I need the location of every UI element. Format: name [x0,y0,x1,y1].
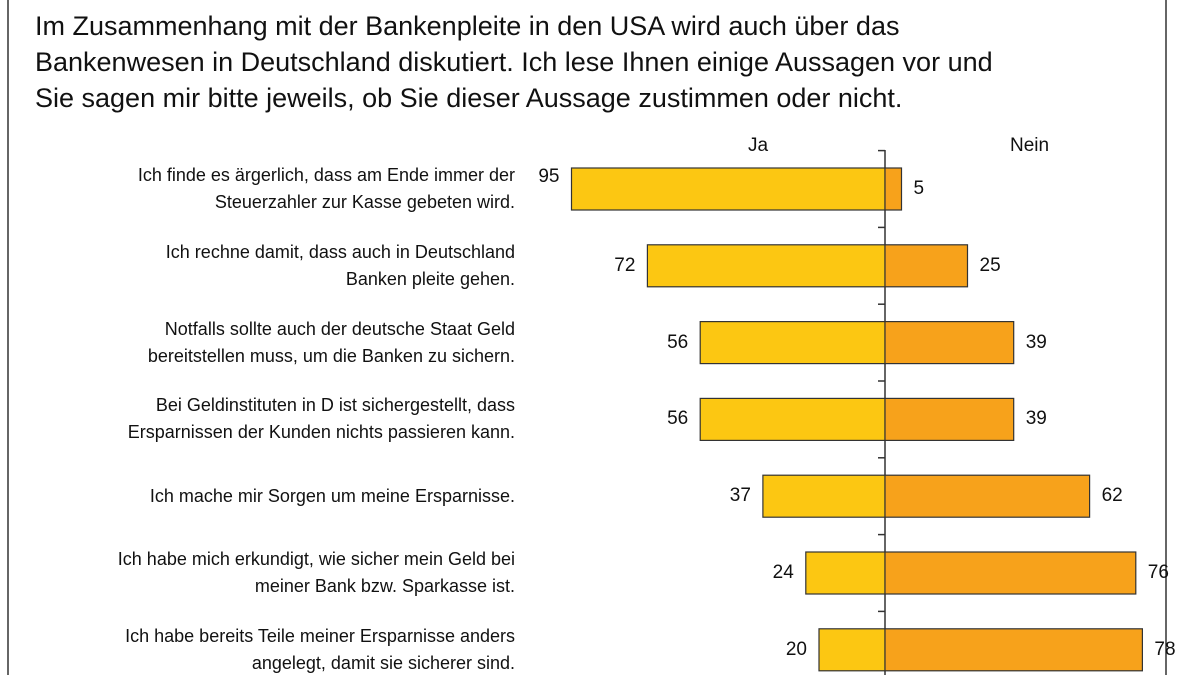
bar-ja [699,397,886,441]
value-label: 20 [785,638,807,660]
value-label: 78 [1154,638,1176,660]
legend-nein: Nein [1010,135,1050,156]
legend-ja: Ja [748,135,769,156]
value-label: 25 [979,254,1001,276]
bar-nein [884,321,1015,365]
category-label: Ich habe bereits Teile meiner Ersparniss… [125,625,515,673]
bar-nein [884,628,1143,672]
value-label: 95 [538,166,560,187]
bar-nein [884,397,1015,441]
value-label: 39 [1025,408,1047,430]
bar-nein [884,167,903,211]
value-label: 24 [772,562,794,583]
bar-ja [818,628,886,672]
category-label: Ich mache mir Sorgen um meine Ersparniss… [149,485,515,506]
value-label: 72 [614,254,636,276]
category-label: Notfalls sollte auch der deutsche Staat … [147,318,515,366]
value-label: 39 [1025,331,1047,353]
bar-nein [884,474,1091,518]
chart-title: Im Zusammenhang mit der Bankenpleite in … [35,11,993,113]
bar-ja [762,474,886,518]
value-label: 56 [667,331,689,353]
value-label: 37 [729,485,751,507]
category-label: Ich rechne damit, dass auch in Deutschla… [165,241,515,289]
frame [7,0,1167,675]
bar-ja [699,321,886,365]
category-label: Bei Geldinstituten in D ist sichergestel… [127,395,515,443]
value-label: 76 [1147,562,1169,583]
value-label: 62 [1101,485,1123,507]
bar-nein [884,244,969,288]
value-label: 56 [667,408,689,430]
bar-ja [805,551,886,595]
category-label: Ich habe mich erkundigt, wie sicher mein… [117,549,515,596]
bar-nein [884,551,1137,595]
value-label: 5 [913,178,925,199]
bar-ja [646,244,886,288]
bar-ja [570,167,886,211]
category-label: Ich finde es ärgerlich, dass am Ende imm… [137,165,515,212]
